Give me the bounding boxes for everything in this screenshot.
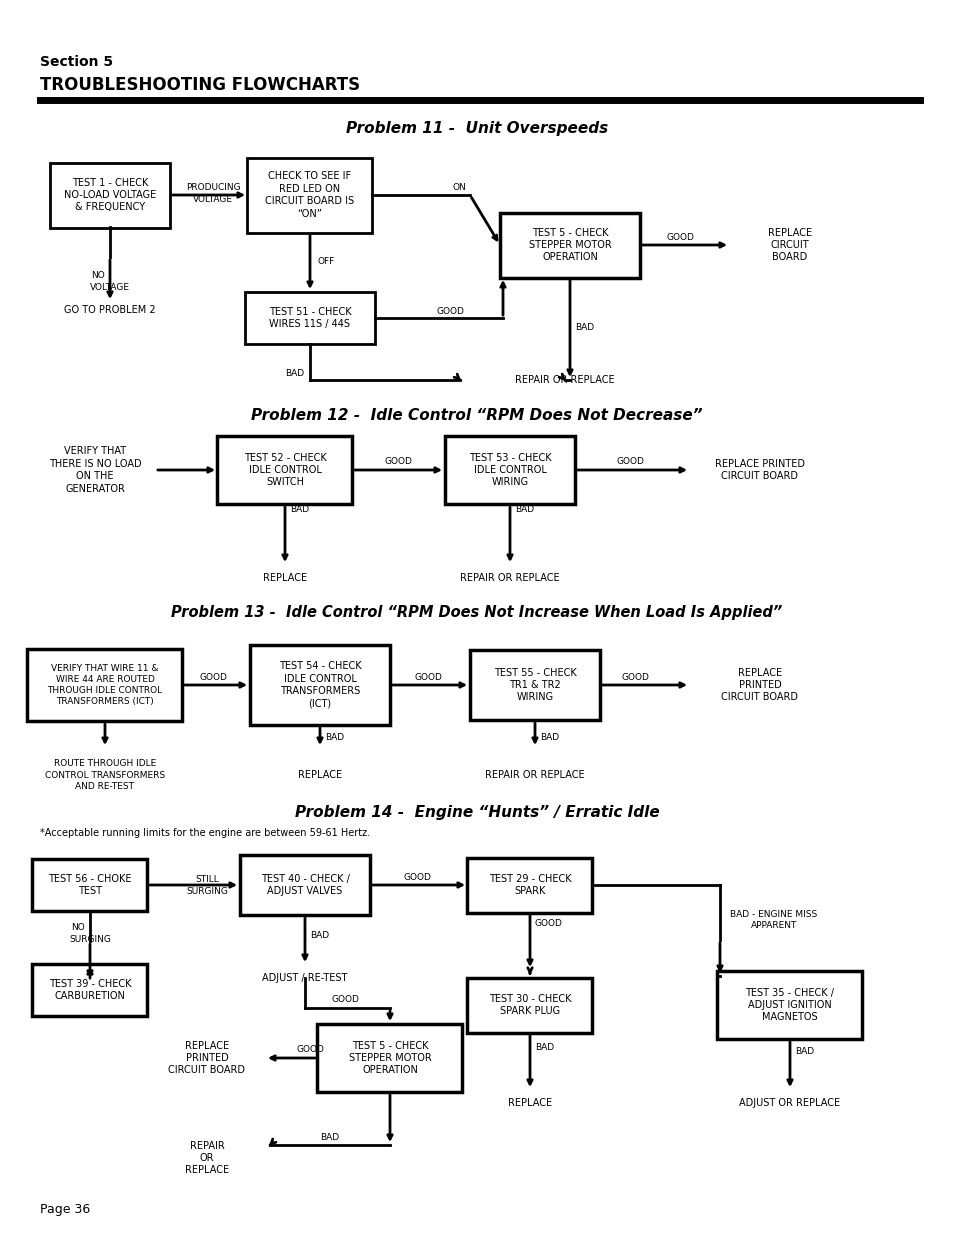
Text: TEST 35 - CHECK /
ADJUST IGNITION
MAGNETOS: TEST 35 - CHECK / ADJUST IGNITION MAGNET… [744,988,834,1023]
Text: GO TO PROBLEM 2: GO TO PROBLEM 2 [64,305,155,315]
Text: BAD: BAD [539,732,558,741]
Text: SURGING: SURGING [69,935,111,945]
Text: REPLACE
PRINTED
CIRCUIT BOARD: REPLACE PRINTED CIRCUIT BOARD [720,668,798,703]
Text: GOOD: GOOD [535,920,562,929]
Text: BAD: BAD [515,505,534,515]
Text: REPAIR OR REPLACE: REPAIR OR REPLACE [485,769,584,781]
Text: REPAIR OR REPLACE: REPAIR OR REPLACE [515,375,614,385]
Text: Problem 12 -  Idle Control “RPM Does Not Decrease”: Problem 12 - Idle Control “RPM Does Not … [251,408,702,422]
Text: GOOD: GOOD [414,673,441,682]
Text: GOOD: GOOD [199,673,227,682]
Text: GOOD: GOOD [620,673,648,682]
Text: STILL: STILL [195,876,218,884]
FancyBboxPatch shape [240,855,370,915]
Text: TEST 40 - CHECK /
ADJUST VALVES: TEST 40 - CHECK / ADJUST VALVES [260,874,349,897]
FancyBboxPatch shape [467,977,592,1032]
Text: TEST 1 - CHECK
NO-LOAD VOLTAGE
& FREQUENCY: TEST 1 - CHECK NO-LOAD VOLTAGE & FREQUEN… [64,178,156,212]
Text: REPLACE
PRINTED
CIRCUIT BOARD: REPLACE PRINTED CIRCUIT BOARD [169,1041,245,1076]
Text: ROUTE THROUGH IDLE
CONTROL TRANSFORMERS
AND RE-TEST: ROUTE THROUGH IDLE CONTROL TRANSFORMERS … [45,760,165,790]
FancyBboxPatch shape [470,650,599,720]
Text: BAD: BAD [325,732,344,741]
Text: TEST 29 - CHECK
SPARK: TEST 29 - CHECK SPARK [488,874,571,897]
Text: BAD: BAD [285,369,304,378]
Text: VERIFY THAT
THERE IS NO LOAD
ON THE
GENERATOR: VERIFY THAT THERE IS NO LOAD ON THE GENE… [49,446,141,494]
Text: BAD: BAD [535,1044,554,1052]
Text: VOLTAGE: VOLTAGE [90,283,130,291]
Text: NO: NO [71,923,85,931]
Text: BAD: BAD [290,505,309,515]
Text: TEST 39 - CHECK
CARBURETION: TEST 39 - CHECK CARBURETION [49,979,132,1002]
Text: PRODUCING: PRODUCING [186,184,240,193]
FancyBboxPatch shape [250,645,390,725]
Text: Section 5: Section 5 [40,56,113,69]
Text: BAD: BAD [310,930,329,940]
Text: ADJUST OR REPLACE: ADJUST OR REPLACE [739,1098,840,1108]
Text: CHECK TO SEE IF
RED LED ON
CIRCUIT BOARD IS
“ON”: CHECK TO SEE IF RED LED ON CIRCUIT BOARD… [265,172,355,219]
Text: Problem 11 -  Unit Overspeeds: Problem 11 - Unit Overspeeds [346,121,607,136]
Text: TEST 54 - CHECK
IDLE CONTROL
TRANSFORMERS
(ICT): TEST 54 - CHECK IDLE CONTROL TRANSFORMER… [278,662,361,709]
Text: NO: NO [91,270,105,279]
FancyBboxPatch shape [247,158,372,232]
Text: ON: ON [453,184,466,193]
Text: TEST 52 - CHECK
IDLE CONTROL
SWITCH: TEST 52 - CHECK IDLE CONTROL SWITCH [243,452,326,488]
FancyBboxPatch shape [245,291,375,345]
FancyBboxPatch shape [444,436,575,504]
Text: REPAIR
OR
REPLACE: REPAIR OR REPLACE [185,1141,229,1176]
Text: ADJUST / RE-TEST: ADJUST / RE-TEST [262,973,347,983]
Text: GOOD: GOOD [665,233,693,242]
Text: SURGING: SURGING [186,888,228,897]
Text: OFF: OFF [317,258,335,267]
Text: VERIFY THAT WIRE 11 &
WIRE 44 ARE ROUTED
THROUGH IDLE CONTROL
TRANSFORMERS (ICT): VERIFY THAT WIRE 11 & WIRE 44 ARE ROUTED… [48,664,162,706]
FancyBboxPatch shape [499,212,639,278]
Text: BAD: BAD [794,1047,813,1056]
Text: TROUBLESHOOTING FLOWCHARTS: TROUBLESHOOTING FLOWCHARTS [40,77,359,94]
Text: TEST 5 - CHECK
STEPPER MOTOR
OPERATION: TEST 5 - CHECK STEPPER MOTOR OPERATION [348,1041,431,1076]
Text: Page 36: Page 36 [40,1203,91,1216]
Text: TEST 5 - CHECK
STEPPER MOTOR
OPERATION: TEST 5 - CHECK STEPPER MOTOR OPERATION [528,227,611,262]
Text: REPLACE: REPLACE [297,769,342,781]
Text: *Acceptable running limits for the engine are between 59-61 Hertz.: *Acceptable running limits for the engin… [40,827,370,839]
Text: TEST 56 - CHOKE
TEST: TEST 56 - CHOKE TEST [49,874,132,897]
Text: GOOD: GOOD [402,872,431,882]
FancyBboxPatch shape [32,860,148,911]
FancyBboxPatch shape [32,965,148,1016]
FancyBboxPatch shape [467,857,592,913]
Text: GOOD: GOOD [384,457,412,467]
Text: TEST 30 - CHECK
SPARK PLUG: TEST 30 - CHECK SPARK PLUG [488,994,571,1016]
FancyBboxPatch shape [50,163,170,227]
FancyBboxPatch shape [28,650,182,721]
Text: GOOD: GOOD [295,1046,324,1055]
Text: REPLACE
CIRCUIT
BOARD: REPLACE CIRCUIT BOARD [767,227,811,262]
FancyBboxPatch shape [717,971,862,1039]
Text: GOOD: GOOD [616,457,643,467]
Text: REPAIR OR REPLACE: REPAIR OR REPLACE [459,573,559,583]
Text: BAD: BAD [575,324,594,332]
Text: BAD: BAD [320,1132,339,1141]
FancyBboxPatch shape [217,436,352,504]
Text: GOOD: GOOD [436,308,463,316]
Text: TEST 51 - CHECK
WIRES 11S / 44S: TEST 51 - CHECK WIRES 11S / 44S [269,306,351,330]
Text: REPLACE: REPLACE [507,1098,552,1108]
Text: Problem 13 -  Idle Control “RPM Does Not Increase When Load Is Applied”: Problem 13 - Idle Control “RPM Does Not … [172,604,781,620]
Text: TEST 55 - CHECK
TR1 & TR2
WIRING: TEST 55 - CHECK TR1 & TR2 WIRING [493,668,576,703]
Text: REPLACE PRINTED
CIRCUIT BOARD: REPLACE PRINTED CIRCUIT BOARD [714,458,804,482]
Text: REPLACE: REPLACE [263,573,307,583]
Text: VOLTAGE: VOLTAGE [193,195,233,205]
FancyBboxPatch shape [317,1024,462,1092]
Text: TEST 53 - CHECK
IDLE CONTROL
WIRING: TEST 53 - CHECK IDLE CONTROL WIRING [468,452,551,488]
Text: Problem 14 -  Engine “Hunts” / Erratic Idle: Problem 14 - Engine “Hunts” / Erratic Id… [294,804,659,820]
Text: GOOD: GOOD [331,995,358,1004]
Text: BAD - ENGINE MISS
APPARENT: BAD - ENGINE MISS APPARENT [729,910,817,930]
